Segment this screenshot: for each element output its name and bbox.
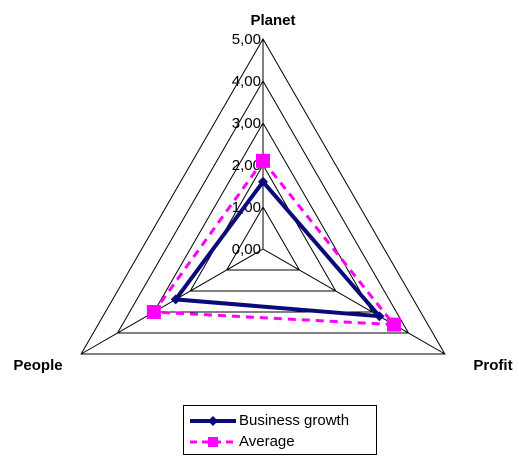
tick-label: 4,00 (232, 73, 261, 90)
axis-line (262, 248, 446, 355)
legend-swatch-average (190, 437, 236, 447)
tick-label: 2,00 (232, 157, 261, 174)
radar-series (146, 153, 401, 332)
legend-item-average: Average (184, 432, 376, 452)
grid-ring (80, 37, 446, 355)
tick-label: 0,00 (232, 241, 261, 258)
data-point-business-growth (258, 176, 268, 187)
data-point-business-growth (374, 311, 385, 322)
legend: Business growth Average (183, 405, 377, 455)
series-line-business-growth (171, 178, 385, 319)
series-line-average (151, 158, 398, 327)
data-point-average (386, 317, 401, 332)
tick-label: 3,00 (232, 115, 261, 132)
radar-axis-labels: Planet Profit People (13, 12, 512, 374)
data-point-business-growth (170, 294, 181, 305)
tick-label: 5,00 (232, 31, 261, 48)
grid-ring (153, 122, 373, 313)
grid-ring (225, 206, 301, 271)
radar-grid (80, 37, 446, 355)
axis-label-profit: Profit (473, 357, 512, 374)
radar-tick-labels: 0,001,002,003,004,005,00 (232, 31, 261, 258)
legend-label-business-growth: Business growth (239, 412, 350, 429)
legend-item-business-growth: Business growth (184, 411, 376, 431)
axis-label-planet: Planet (250, 12, 295, 29)
axis-label-people: People (13, 357, 62, 374)
legend-label-average: Average (239, 433, 295, 450)
data-point-average (256, 153, 270, 168)
axis-line (80, 248, 264, 355)
grid-ring (116, 80, 410, 334)
data-point-average (146, 305, 161, 319)
legend-swatch-business-growth (190, 416, 236, 426)
